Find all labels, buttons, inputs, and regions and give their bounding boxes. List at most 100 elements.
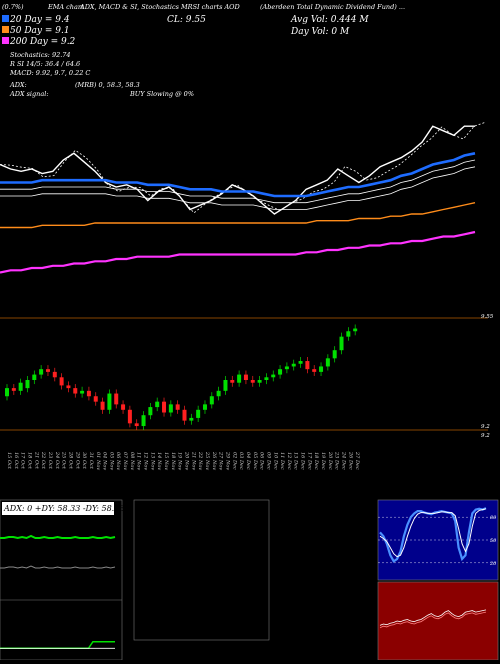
date-tick-label: 16 Oct [13,452,19,470]
date-tick-label: 27 Dec [354,451,360,470]
date-tick-label: 05 Nov [108,452,114,470]
adx-macd-panel: ADX & MACD ADX: 0 +DY: 58.33 -DY: 58.33 [0,490,124,661]
price-label-mid: 9.2 [481,424,490,430]
candle-body [332,350,337,359]
candle-body [264,377,269,380]
date-tick-label: 06 Nov [115,452,121,470]
candle-body [148,407,153,416]
adx-green-line [0,534,116,540]
candle-body [100,401,105,410]
price-label-top: 9.55 [481,314,494,320]
date-tick-label: 16 Dec [300,452,306,470]
macd-label: MACD: 9.92, 9.7, 0.22 C [9,69,90,77]
date-tick-label: 30 Oct [81,452,87,470]
candle-body [18,382,23,391]
candle-body [162,401,167,413]
adx-signal-label: ADX signal: [9,90,49,98]
date-tick-label: 24 Oct [54,451,60,470]
buy-signal-label: BUY Slowing @ 0% [129,90,194,98]
adx-panel-title: ADX & MACD [1,490,52,498]
legend-50day: 50 Day = 9.1 [10,26,70,36]
candle-body [278,369,283,375]
candle-body [73,388,78,394]
ema-20-line [0,152,476,198]
stoch-tick-label: 80 [490,515,497,521]
candle-body [346,331,351,337]
candle-body [209,396,214,405]
date-tick-label: 07 Nov [122,452,128,470]
date-tick-label: 21 Oct [33,451,39,470]
date-tick-label: 17 Dec [306,452,312,470]
header-line1-left: (0.7%) [2,3,24,11]
date-tick-label: 31 Oct [88,452,94,470]
stoch-tick-label: 50 [490,538,497,544]
date-tick-label: 29 Oct [74,451,80,470]
ema-band-lower [0,159,476,204]
date-tick-label: 29 Nov [225,451,231,470]
candle-body [127,409,132,424]
candle-body [11,388,16,391]
candle-body [196,409,201,418]
candle-body [32,374,37,380]
date-tick-label: 11 Nov [136,452,142,470]
adx-grey-line [0,565,116,569]
stochastics-title: Stochastics & RSI [380,490,444,498]
stochastics-label: Stochastics: 92.74 [10,51,71,59]
rsi-signal-line [379,611,487,629]
date-tick-label: 26 Dec [347,451,353,470]
adx-label: ADX: [9,81,27,89]
date-tick-label: 27 Nov [218,451,224,470]
date-tick-label: 28 Oct [67,451,73,470]
day-vol-label: Day Vol: 0 M [290,27,350,37]
date-tick-label: 23 Oct [47,451,53,470]
adx-panel-frame [0,499,123,661]
candle-body [52,371,57,378]
rsi-label: R SI 14/5: 36.4 / 64.6 [9,60,80,68]
intraday-frame [133,499,270,641]
candle-body [80,390,85,394]
candle-body [182,409,187,421]
date-tick-label: 01 Nov [95,452,101,470]
candle-body [237,374,242,383]
date-tick-label: 26 Nov [211,451,217,470]
rsi-frame [377,581,499,661]
legend-swatch-200 [2,37,9,44]
candle-body [353,328,358,332]
candle-body [121,404,126,410]
date-tick-label: 03 Dec [238,452,244,470]
date-tick-label: 25 Oct [61,451,67,470]
ema-price-dotted [0,122,486,214]
legend-swatch-50 [2,26,9,33]
ema-price-line [0,125,475,215]
candle-body [202,404,207,410]
stoch-slow-line [379,508,487,558]
date-tick-label: 04 Nov [102,452,108,470]
date-tick-label: 11 Dec [279,452,285,470]
legend-20day: 20 Day = 9.4 [9,15,70,25]
candle-body [59,377,64,386]
candle-body [168,404,173,413]
candle-body [305,361,310,370]
date-tick-label: 24 Dec [341,451,347,470]
candle-body [271,374,276,378]
date-tick-label: 09 Dec [265,452,271,470]
candle-body [291,363,296,367]
date-tick-label: 06 Dec [259,452,265,470]
close-label: CL: 9.55 [167,15,206,25]
date-tick-label: 13 Nov [149,452,155,470]
candle-body [155,401,160,408]
candle-body [86,390,91,397]
avg-vol-label: Avg Vol: 0.444 M [290,15,369,25]
candle-body [66,385,71,389]
date-tick-label: 25 Nov [204,451,210,470]
candle-body [339,336,344,351]
candle-body [284,366,289,370]
intraday-panel: Intra Day Trading Price & MRSI SI [133,490,271,641]
date-tick-label: 22 Nov [197,451,203,470]
candle-body [216,390,221,397]
candle-body [257,380,262,383]
date-tick-label: 02 Dec [231,452,237,470]
date-tick-label: 05 Dec [252,452,258,470]
candle-body [319,366,324,372]
